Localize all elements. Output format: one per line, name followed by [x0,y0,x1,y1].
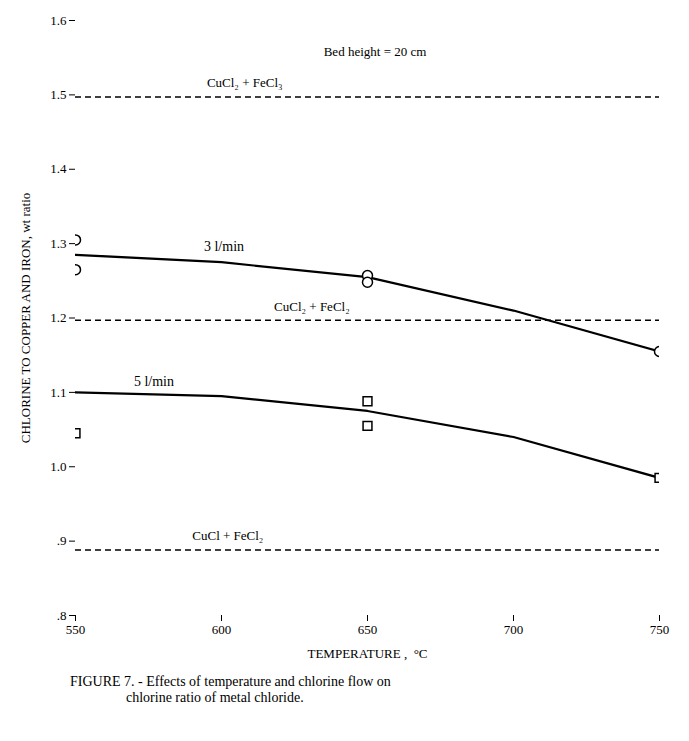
svg-text:TEMPERATURE , °C: TEMPERATURE , °C [307,646,427,661]
svg-text:CuCl₂ + FeCl₂: CuCl₂ + FeCl₂ [274,299,350,314]
html-text:FIGURE 7. - Effects of tempera: FIGURE 7. - Effects of temperature and c… [70,674,391,705]
svg-text:750: 750 [650,622,670,637]
svg-text:1.6: 1.6 [50,13,67,28]
svg-text:CHLORINE TO COPPER AND IRON, w: CHLORINE TO COPPER AND IRON, wt ratio [18,193,33,444]
svg-text:1.2: 1.2 [50,310,66,325]
svg-text:1.5: 1.5 [50,87,66,102]
svg-text:.8: .8 [57,608,67,623]
svg-text:1.1: 1.1 [50,385,66,400]
svg-text:CuCl₂ + FeCl₃: CuCl₂ + FeCl₃ [207,75,283,90]
svg-text:600: 600 [212,622,232,637]
svg-text:3 l/min: 3 l/min [204,239,244,254]
svg-text:1.3: 1.3 [50,236,66,251]
svg-text:CuCl + FeCl₂: CuCl + FeCl₂ [192,528,263,543]
svg-text:700: 700 [504,622,524,637]
svg-text:550: 550 [66,622,86,637]
svg-text:1.0: 1.0 [50,459,66,474]
svg-text:650: 650 [358,622,378,637]
svg-text:1.4: 1.4 [50,161,67,176]
svg-text:.9: .9 [57,533,67,548]
svg-text:5 l/min: 5 l/min [134,374,174,389]
svg-text:Bed height = 20 cm: Bed height = 20 cm [324,44,427,59]
